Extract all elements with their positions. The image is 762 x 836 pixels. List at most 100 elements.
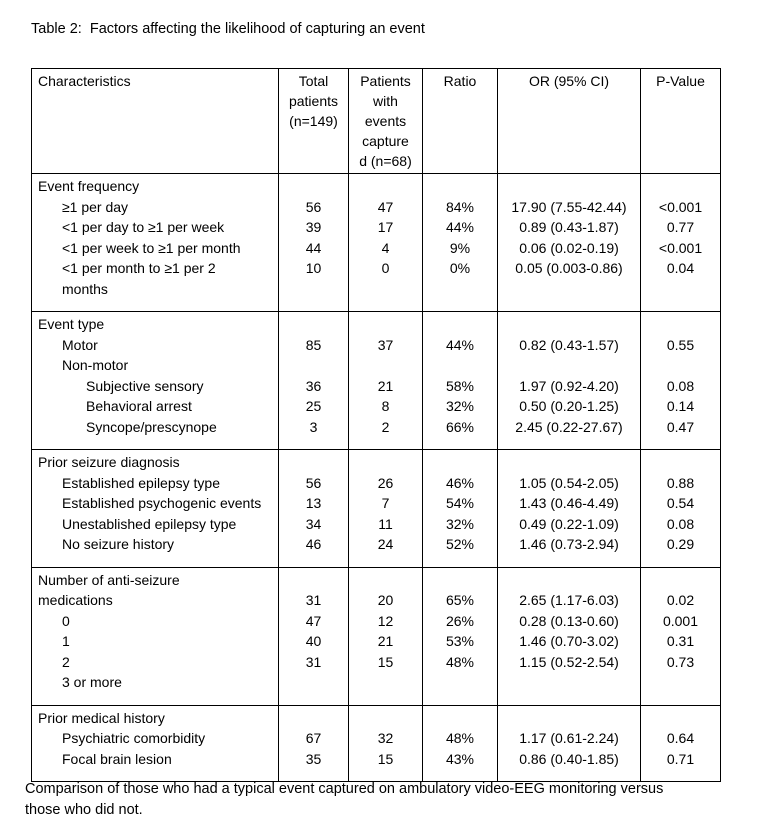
row-label: months [62,280,108,297]
row-value-p: 0.08 [666,377,695,394]
row-value-total: 31 [305,653,322,670]
row-value-events: 26 [377,474,394,491]
section-cell-ratio: 46% 54% 32% 52% [423,450,498,567]
section-cell-total: 85 36 25 3 [279,312,349,449]
row-value-p: 0.14 [666,398,695,414]
table-section: Prior medical history Psychiatric comorbi… [32,704,720,781]
row-value-ratio [423,570,497,591]
section-cell-ratio: 65% 26% 53% 48% [423,567,498,705]
row-value-events [349,176,422,197]
table-section: Event frequency ≥1 per day <1 per day to ≥… [32,173,720,311]
row-value-total: 46 [305,536,322,552]
row-value-p [641,708,720,729]
row-value-or: 1.46 (0.70-3.02) [519,633,619,649]
row-value-p: 0.08 [666,515,695,532]
section-cell-label: Prior seizure diagnosis Established epile… [32,450,279,567]
section-cell-p: 0.88 0.54 0.08 0.29 [641,450,720,567]
row-value-p: 0.71 [666,750,695,767]
row-label: 3 or more [62,674,122,690]
row-value-total: 85 [305,336,322,353]
row-value-ratio [423,672,497,693]
section-cell-events: 47 17 4 0 [349,174,423,311]
row-label: Syncope/prescynope [86,418,217,435]
row-value-or: 0.49 (0.22-1.09) [519,515,619,532]
row-value-ratio: 32% [445,398,475,414]
row-value-total: 35 [305,750,322,767]
row-value-ratio: 66% [445,418,475,435]
section-cell-or: 0.82 (0.43-1.57) 1.97 (0.92-4.20) 0.50 (0.… [498,312,641,449]
row-value-events: 47 [377,198,394,215]
row-value-total: 13 [305,495,322,511]
data-table: Characteristics Total patients (n=149) Pat… [31,68,721,782]
row-value-events: 2 [381,418,390,435]
column-header-label: Characteristics [32,69,279,173]
row-value-events: 8 [381,398,390,414]
row-value-total: 47 [305,612,322,629]
row-value-or [498,279,640,300]
row-value-or: 1.17 (0.61-2.24) [519,730,619,746]
row-value-total [279,570,348,591]
row-value-ratio [423,708,497,729]
row-value-total: 39 [305,219,322,235]
row-label: Motor [62,336,98,353]
row-value-p [641,176,720,197]
row-value-ratio [423,314,497,335]
row-label: <1 per day to ≥1 per week [62,219,225,235]
row-value-or [498,708,640,729]
row-value-or: 0.06 (0.02-0.19) [519,239,619,256]
table-body: Event frequency ≥1 per day <1 per day to ≥… [32,173,720,781]
row-value-ratio: 65% [445,592,475,608]
row-value-total [279,314,348,335]
row-value-total: 40 [305,633,322,649]
row-value-or: 1.97 (0.92-4.20) [519,377,619,394]
section-cell-ratio: 44% 58% 32% 66% [423,312,498,449]
section-cell-or: 1.05 (0.54-2.05) 1.43 (0.46-4.49) 0.49 (0.… [498,450,641,567]
row-value-total: 56 [305,474,322,491]
row-value-or: 0.86 (0.40-1.85) [519,750,619,767]
row-value-p: 0.04 [666,260,695,276]
row-value-or: 2.65 (1.17-6.03) [519,592,619,608]
row-value-or: 2.45 (0.22-27.67) [515,418,623,435]
row-value-events: 0 [381,260,390,276]
section-cell-events: 32 15 [349,705,423,781]
row-value-p [641,314,720,335]
row-value-total: 56 [305,198,322,215]
row-label: Subjective sensory [86,377,204,394]
row-value-ratio: 58% [445,377,475,394]
section-cell-total: 56 39 44 10 [279,174,349,311]
section-cell-label: Prior medical history Psychiatric comorbi… [32,705,279,781]
column-header-total: Total patients (n=149) [279,69,349,173]
row-value-ratio: 44% [445,336,475,353]
row-value-p: 0.88 [666,474,695,491]
row-label: ≥1 per day [62,198,129,215]
row-value-total [279,452,348,473]
row-value-events: 4 [381,239,390,256]
row-value-p: 0.001 [662,612,699,629]
row-value-events: 24 [377,536,394,552]
row-value-p: 0.31 [666,633,695,649]
row-value-total: 67 [305,730,322,746]
row-value-p: 0.77 [666,219,695,235]
section-cell-or: 2.65 (1.17-6.03) 0.28 (0.13-0.60) 1.46 (0.… [498,567,641,705]
section-cell-or: 17.90 (7.55-42.44) 0.89 (0.43-1.87) 0.06 (… [498,174,641,311]
section-cell-total: 56 13 34 46 [279,450,349,567]
row-value-total [279,176,348,197]
section-cell-events: 20 12 21 15 [349,567,423,705]
row-value-events: 7 [381,495,390,511]
table-footnote: Comparison of those who had a typical ev… [25,781,664,818]
section-cell-p: 0.02 0.001 0.31 0.73 [641,568,720,705]
row-value-p [641,452,720,473]
row-value-p: 0.54 [666,495,695,511]
row-value-or [498,452,640,473]
row-value-or: 0.28 (0.13-0.60) [519,612,619,629]
row-value-total [279,355,348,376]
row-value-p: 0.02 [666,592,695,608]
row-value-or: 1.43 (0.46-4.49) [519,495,619,511]
row-value-total: 3 [309,418,318,435]
row-value-or: 1.15 (0.52-2.54) [519,653,619,670]
row-value-events: 11 [378,515,393,532]
row-value-ratio: 48% [445,653,475,670]
row-label: 2 [62,653,70,670]
row-value-or [498,672,640,693]
